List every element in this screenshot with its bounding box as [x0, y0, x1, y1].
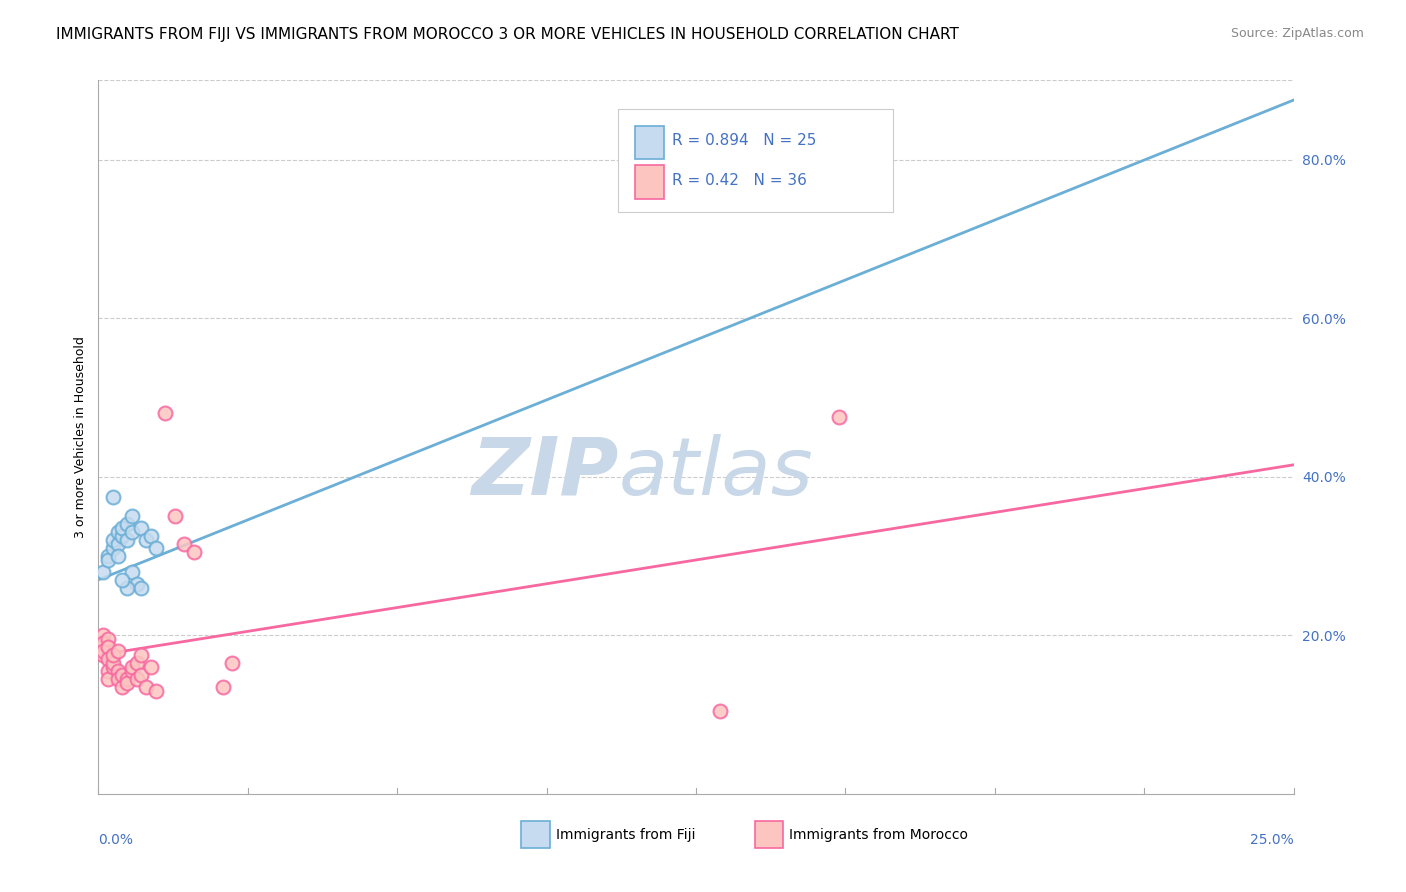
Point: [131, 521, 153, 535]
Point: [155, 406, 177, 420]
FancyBboxPatch shape: [636, 126, 664, 160]
Point: [101, 533, 124, 548]
Text: 25.0%: 25.0%: [1250, 833, 1294, 847]
Point: [91, 644, 114, 658]
Point: [183, 545, 205, 559]
Point: [709, 704, 731, 718]
Point: [107, 525, 129, 540]
Point: [121, 664, 143, 678]
Point: [125, 672, 148, 686]
Point: [115, 672, 138, 686]
Point: [163, 509, 186, 524]
Point: [121, 509, 143, 524]
Point: [91, 565, 114, 579]
Point: [131, 581, 153, 595]
Point: [97, 549, 120, 563]
Point: [111, 529, 134, 543]
Point: [97, 664, 120, 678]
Text: R = 0.894   N = 25: R = 0.894 N = 25: [672, 134, 817, 148]
Point: [135, 533, 157, 548]
Point: [221, 656, 243, 670]
Text: atlas: atlas: [619, 434, 813, 512]
Text: Source: ZipAtlas.com: Source: ZipAtlas.com: [1230, 27, 1364, 40]
Point: [111, 573, 134, 587]
FancyBboxPatch shape: [636, 165, 664, 199]
Point: [135, 680, 157, 694]
FancyBboxPatch shape: [755, 821, 783, 848]
Point: [97, 672, 120, 686]
Point: [111, 521, 134, 535]
Point: [139, 529, 162, 543]
Point: [131, 648, 153, 662]
Point: [97, 652, 120, 666]
Text: 0.0%: 0.0%: [98, 833, 134, 847]
Point: [107, 664, 129, 678]
Point: [101, 541, 124, 555]
Point: [107, 672, 129, 686]
Point: [125, 656, 148, 670]
Point: [91, 648, 114, 662]
Point: [211, 680, 233, 694]
Point: [97, 640, 120, 655]
Point: [173, 537, 195, 551]
Point: [121, 660, 143, 674]
Text: ZIP: ZIP: [471, 434, 619, 512]
Point: [101, 660, 124, 674]
Point: [125, 576, 148, 591]
Point: [115, 676, 138, 690]
Point: [131, 668, 153, 682]
Text: Immigrants from Fiji: Immigrants from Fiji: [557, 828, 696, 841]
Point: [111, 668, 134, 682]
Point: [97, 553, 120, 567]
Point: [91, 628, 114, 642]
FancyBboxPatch shape: [522, 821, 550, 848]
Point: [101, 648, 124, 662]
Point: [97, 632, 120, 647]
Point: [115, 517, 138, 532]
Point: [828, 410, 851, 425]
Point: [111, 680, 134, 694]
Point: [139, 660, 162, 674]
Point: [121, 525, 143, 540]
Point: [115, 581, 138, 595]
Point: [852, 184, 875, 198]
Text: Immigrants from Morocco: Immigrants from Morocco: [789, 828, 969, 841]
Text: R = 0.42   N = 36: R = 0.42 N = 36: [672, 173, 807, 187]
Point: [121, 565, 143, 579]
Point: [101, 656, 124, 670]
Point: [107, 644, 129, 658]
Point: [115, 533, 138, 548]
Point: [107, 537, 129, 551]
FancyBboxPatch shape: [619, 109, 893, 212]
Point: [107, 549, 129, 563]
Point: [145, 541, 167, 555]
Point: [145, 683, 167, 698]
Text: IMMIGRANTS FROM FIJI VS IMMIGRANTS FROM MOROCCO 3 OR MORE VEHICLES IN HOUSEHOLD : IMMIGRANTS FROM FIJI VS IMMIGRANTS FROM …: [56, 27, 959, 42]
Point: [101, 490, 124, 504]
Point: [91, 636, 114, 650]
Y-axis label: 3 or more Vehicles in Household: 3 or more Vehicles in Household: [75, 336, 87, 538]
